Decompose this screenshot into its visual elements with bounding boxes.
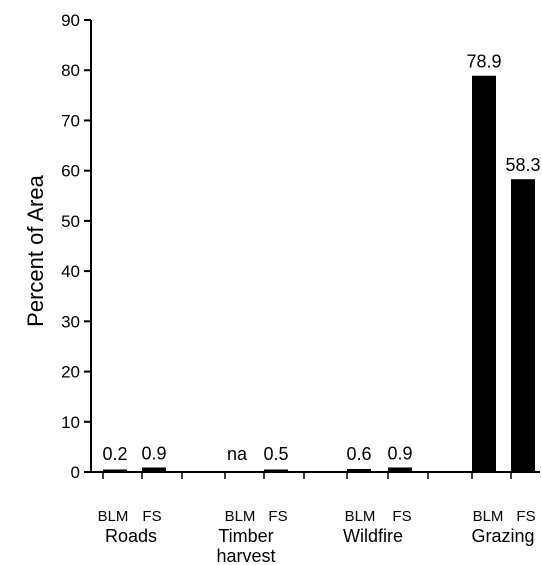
y-tick-label: 60	[61, 162, 80, 181]
agency-label: BLM	[473, 508, 504, 525]
data-label: 78.9	[466, 52, 501, 72]
agency-label: FS	[142, 508, 161, 525]
y-tick-label: 90	[61, 11, 80, 30]
bar-fs	[511, 179, 535, 472]
data-label: 0.9	[387, 443, 412, 463]
agency-label: FS	[392, 508, 411, 525]
agency-label: BLM	[225, 508, 256, 525]
bar-fs	[388, 467, 412, 472]
agency-label: BLM	[345, 508, 376, 525]
y-tick-label: 0	[71, 463, 80, 482]
agency-label: BLM	[98, 508, 129, 525]
category-label: Wildfire	[343, 526, 403, 546]
category-label: Timber	[218, 526, 273, 546]
agency-label: FS	[268, 508, 287, 525]
agency-label: FS	[516, 508, 535, 525]
bar-fs	[142, 467, 166, 472]
y-tick-label: 10	[61, 413, 80, 432]
data-label: 0.6	[346, 444, 371, 464]
bars	[103, 75, 535, 472]
bar-blm	[347, 468, 371, 472]
data-label: 0.9	[141, 443, 166, 463]
bar-blm	[472, 75, 496, 472]
y-tick-label: 40	[61, 262, 80, 281]
category-label: Grazing	[471, 526, 534, 546]
category-label: Roads	[105, 526, 157, 546]
labels: 0.2BLM0.9FSRoadsnaBLM0.5FSTimberharvest0…	[98, 52, 541, 565]
category-label: harvest	[216, 546, 275, 565]
data-label: na	[227, 444, 248, 464]
axes: 0 10 20 30 40 50 60 70 80 90 Percent of Area	[23, 11, 540, 482]
bar-blm	[103, 469, 127, 472]
y-tick-label: 20	[61, 363, 80, 382]
y-tick-label: 80	[61, 61, 80, 80]
data-label: 0.2	[102, 444, 127, 464]
y-tick-label: 30	[61, 312, 80, 331]
data-label: 58.3	[505, 155, 540, 175]
bar-fs	[264, 469, 288, 472]
y-tick-label: 50	[61, 212, 80, 231]
y-axis-label: Percent of Area	[23, 174, 48, 326]
data-label: 0.5	[263, 444, 288, 464]
y-tick-label: 70	[61, 111, 80, 130]
